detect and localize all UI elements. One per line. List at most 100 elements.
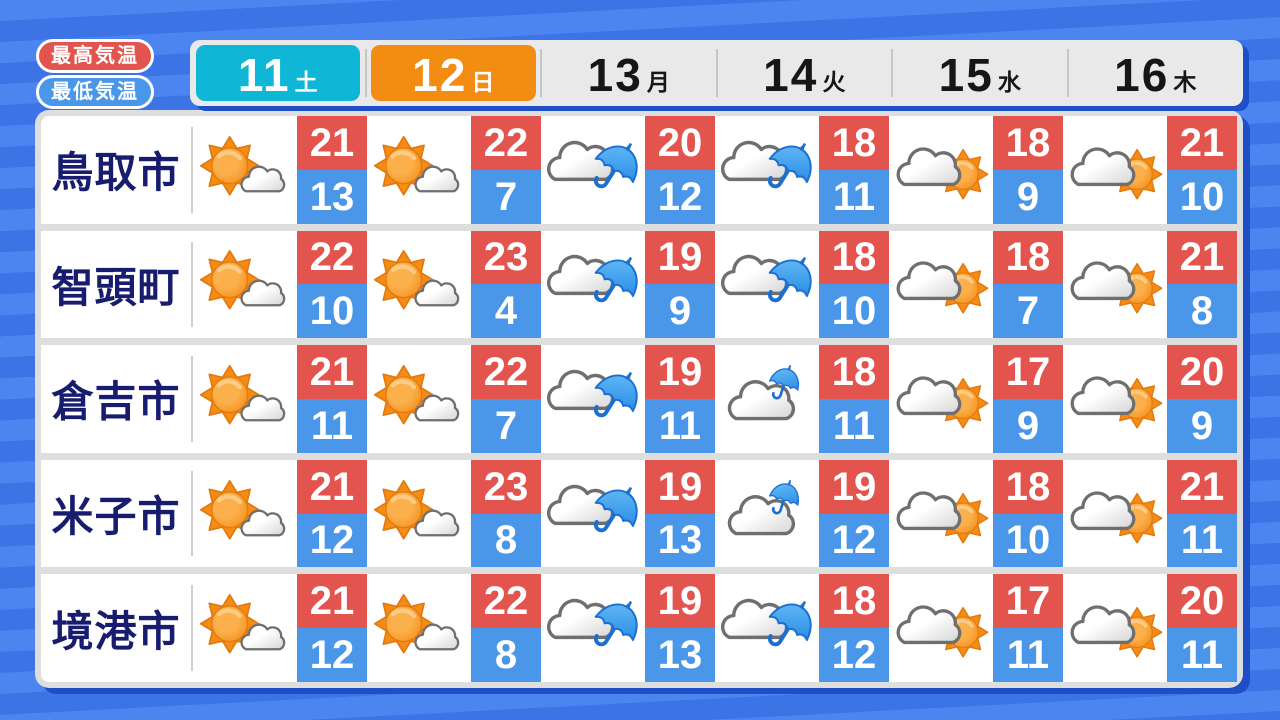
low-temp: 11: [297, 398, 367, 453]
weekday-label: 水: [997, 69, 1021, 95]
low-temp: 10: [993, 513, 1063, 568]
table-row: 境港市 21 12 22 8 19 13: [41, 574, 1237, 682]
divider: [191, 127, 193, 213]
weather-icon: [889, 345, 993, 453]
weather-icon: [715, 231, 819, 339]
table-row: 智頭町 22 10 23 4 19 9 1: [41, 230, 1237, 339]
forecast-cell: 21 12: [193, 459, 367, 568]
temperature-stack: 19 12: [819, 459, 889, 568]
forecast-cells: 21 12 22 8 19 13 18 12: [193, 574, 1237, 682]
high-temp: 22: [297, 230, 367, 285]
weather-icon: [1063, 460, 1167, 568]
high-temp: 20: [1167, 345, 1237, 399]
high-temp: 21: [297, 116, 367, 170]
low-temp: 11: [993, 628, 1063, 682]
forecast-cell: 18 11: [715, 116, 889, 224]
low-temp: 9: [1167, 398, 1237, 453]
forecast-cell: 18 7: [889, 230, 1063, 339]
forecast-table: 鳥取市 21 13 22 7 20 12: [35, 110, 1243, 688]
high-temp: 22: [471, 116, 541, 170]
date-box: 11 土: [195, 45, 360, 101]
low-temp: 10: [1167, 169, 1237, 224]
high-temp: 20: [645, 116, 715, 170]
high-temp: 22: [471, 574, 541, 629]
date-header: 11 土: [190, 40, 366, 106]
low-temp: 11: [1167, 628, 1237, 682]
date-header-row: 11 土 12 日 13 月 14 火 15 水 16 木: [190, 40, 1243, 106]
divider: [191, 356, 193, 442]
temperature-stack: 18 10: [819, 230, 889, 339]
forecast-cell: 21 12: [193, 574, 367, 682]
high-temp: 18: [993, 116, 1063, 170]
forecast-cells: 21 11 22 7 19 11 18 11: [193, 345, 1237, 453]
date-number: 11: [237, 49, 291, 101]
low-temp: 8: [471, 628, 541, 682]
date-header: 16 木: [1066, 40, 1244, 106]
weather-icon: [715, 460, 819, 568]
temperature-stack: 21 10: [1167, 116, 1237, 224]
weather-icon: [193, 116, 297, 224]
weather-icon: [367, 345, 471, 453]
divider: [191, 241, 193, 328]
forecast-cells: 22 10 23 4 19 9 18 10: [193, 230, 1237, 339]
date-header: 13 月: [540, 40, 717, 106]
low-temp: 10: [819, 284, 889, 339]
date-header: 15 水: [891, 40, 1068, 106]
low-temp: 13: [645, 513, 715, 568]
table-row: 倉吉市 21 11 22 7 19 11: [41, 345, 1237, 453]
high-temp: 19: [645, 459, 715, 514]
temperature-stack: 18 11: [819, 116, 889, 224]
low-temp: 7: [471, 398, 541, 453]
temperature-stack: 18 11: [819, 345, 889, 453]
forecast-cell: 18 9: [889, 116, 1063, 224]
weather-icon: [367, 574, 471, 682]
forecast-cell: 21 11: [1063, 459, 1237, 568]
date-number: 15: [938, 49, 994, 101]
weather-icon: [715, 116, 819, 224]
forecast-cell: 22 8: [367, 574, 541, 682]
low-temp: 11: [819, 169, 889, 224]
temperature-stack: 20 11: [1167, 574, 1237, 682]
date-number: 16: [1114, 49, 1170, 101]
weather-icon: [1063, 345, 1167, 453]
forecast-cell: 22 7: [367, 116, 541, 224]
date-number: 12: [412, 49, 468, 101]
temperature-legend: 最高気温 最低気温: [36, 39, 154, 109]
high-temp: 23: [471, 230, 541, 285]
forecast-cells: 21 13 22 7 20 12 18 11: [193, 116, 1237, 224]
temperature-stack: 23 4: [471, 230, 541, 339]
high-temp: 21: [1167, 459, 1237, 514]
forecast-cell: 22 10: [193, 230, 367, 339]
forecast-cell: 19 13: [541, 459, 715, 568]
high-temp: 17: [993, 574, 1063, 629]
forecast-cell: 17 9: [889, 345, 1063, 453]
forecast-cell: 19 12: [715, 459, 889, 568]
temperature-stack: 18 9: [993, 116, 1063, 224]
date-header: 12 日: [364, 40, 542, 106]
high-temp: 18: [819, 116, 889, 170]
date-number: 13: [587, 49, 643, 101]
city-name: 智頭町: [51, 263, 181, 311]
weather-icon: [889, 460, 993, 568]
temperature-stack: 18 10: [993, 459, 1063, 568]
low-temp: 4: [471, 284, 541, 339]
low-temp: 9: [993, 398, 1063, 453]
date-number: 14: [763, 49, 819, 101]
low-temp: 11: [819, 398, 889, 453]
high-temp: 18: [819, 574, 889, 629]
forecast-cell: 23 8: [367, 459, 541, 568]
date-box: 14 火: [722, 45, 887, 101]
high-temp: 23: [471, 459, 541, 514]
forecast-cell: 18 11: [715, 345, 889, 453]
forecast-cell: 19 9: [541, 230, 715, 339]
forecast-cell: 21 13: [193, 116, 367, 224]
high-temp: 21: [1167, 116, 1237, 170]
high-temp: 21: [297, 574, 367, 629]
weather-icon: [541, 574, 645, 682]
weekday-label: 火: [822, 69, 846, 95]
high-temp: 22: [471, 345, 541, 399]
weather-icon: [367, 231, 471, 339]
table-row: 鳥取市 21 13 22 7 20 12: [41, 116, 1237, 224]
high-temp: 20: [1167, 574, 1237, 629]
low-temp: 12: [297, 513, 367, 568]
